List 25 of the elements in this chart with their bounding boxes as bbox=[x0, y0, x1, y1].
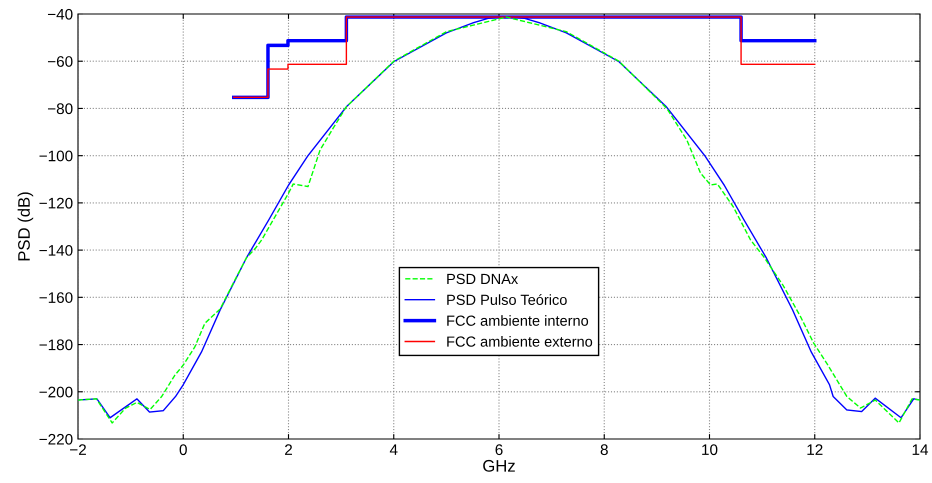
x-axis-title: GHz bbox=[483, 460, 515, 472]
y-axis-title: PSD (dB) bbox=[18, 192, 34, 260]
legend-label: FCC ambiente interno bbox=[447, 315, 588, 326]
x-tick-label: 10 bbox=[702, 444, 718, 456]
y-tick-label: −180 bbox=[39, 339, 73, 350]
x-tick-label: 0 bbox=[180, 444, 187, 456]
y-tick-label: −100 bbox=[39, 150, 73, 162]
y-tick-label: −220 bbox=[39, 434, 73, 445]
y-tick-label: −120 bbox=[39, 198, 73, 209]
x-tick-label: 14 bbox=[912, 444, 928, 455]
y-tick-label: −160 bbox=[39, 292, 73, 304]
x-tick-label: 6 bbox=[496, 444, 503, 456]
y-tick-label: −80 bbox=[48, 103, 73, 114]
x-tick-label: 8 bbox=[600, 444, 608, 456]
x-tick-label: 2 bbox=[285, 444, 292, 455]
y-tick-label: −140 bbox=[39, 244, 73, 256]
legend-label: FCC ambiente externo bbox=[447, 336, 592, 347]
legend-label: PSD DNAx bbox=[447, 274, 518, 284]
y-tick-label: −200 bbox=[39, 386, 73, 398]
x-tick-label: −2 bbox=[70, 444, 86, 455]
y-tick-label: −60 bbox=[48, 56, 73, 67]
legend-label: PSD Pulso Teórico bbox=[447, 294, 567, 305]
y-tick-label: −40 bbox=[48, 8, 73, 20]
x-tick-label: 4 bbox=[390, 444, 398, 455]
x-tick-label: 12 bbox=[807, 444, 822, 455]
